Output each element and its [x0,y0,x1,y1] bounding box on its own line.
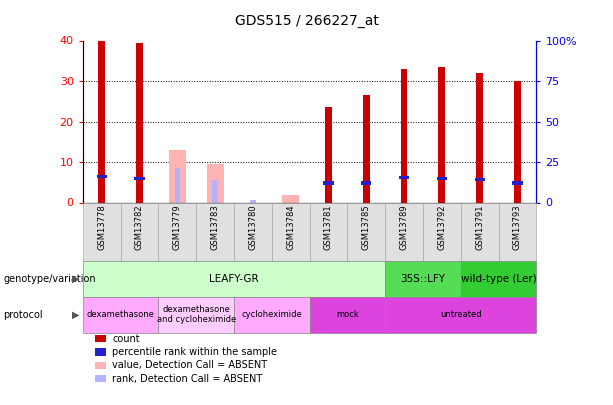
Text: count: count [112,334,140,343]
Bar [476,73,483,202]
Text: GSM13783: GSM13783 [210,205,219,250]
Text: ▶: ▶ [72,274,80,284]
Text: untreated: untreated [440,310,482,319]
Text: GSM13780: GSM13780 [248,205,257,250]
Text: percentile rank within the sample: percentile rank within the sample [112,347,277,357]
Text: GSM13778: GSM13778 [97,205,106,250]
Text: GSM13789: GSM13789 [400,205,409,250]
Bar [98,40,105,202]
Bar [97,175,107,178]
Text: value, Detection Call = ABSENT: value, Detection Call = ABSENT [112,360,267,370]
Bar [282,195,299,202]
Bar [474,178,485,181]
Text: GSM13792: GSM13792 [437,205,446,250]
Text: wild-type (Ler): wild-type (Ler) [461,274,536,284]
Bar [324,181,333,185]
Text: rank, Detection Call = ABSENT: rank, Detection Call = ABSENT [112,374,262,384]
Text: GSM13793: GSM13793 [513,205,522,250]
Text: GSM13779: GSM13779 [173,205,182,250]
Text: 35S::LFY: 35S::LFY [400,274,446,284]
Text: protocol: protocol [3,310,43,320]
Bar [136,43,143,202]
Bar [361,181,371,185]
Bar [207,164,224,202]
Bar [175,168,180,202]
Text: cycloheximide: cycloheximide [242,310,302,319]
Text: LEAFY-GR: LEAFY-GR [209,274,259,284]
Text: dexamethasone
and cycloheximide: dexamethasone and cycloheximide [156,305,236,324]
Bar [212,180,218,202]
Bar [250,200,256,202]
Text: GDS515 / 266227_at: GDS515 / 266227_at [235,14,378,28]
Text: GSM13782: GSM13782 [135,205,144,250]
Text: GSM13781: GSM13781 [324,205,333,250]
Text: ▶: ▶ [72,310,80,320]
Bar [134,177,145,180]
Bar [399,176,409,179]
Text: mock: mock [336,310,359,319]
Text: GSM13791: GSM13791 [475,205,484,250]
Text: genotype/variation: genotype/variation [3,274,96,284]
Text: dexamethasone: dexamethasone [86,310,154,319]
Bar [363,95,370,202]
Bar [325,107,332,202]
Bar [512,181,522,185]
Text: GSM13784: GSM13784 [286,205,295,250]
Text: GSM13785: GSM13785 [362,205,371,250]
Bar [169,150,186,202]
Bar [437,177,447,180]
Bar [401,69,408,202]
Bar [514,81,521,202]
Bar [438,67,445,202]
